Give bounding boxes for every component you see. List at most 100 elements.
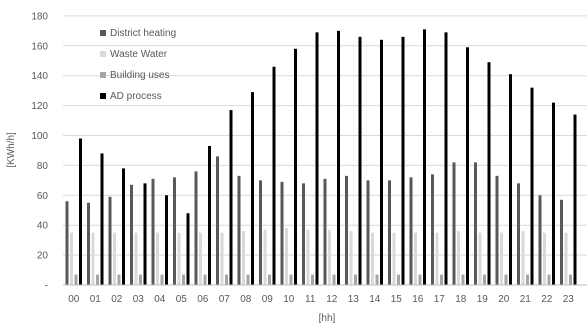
bar-ad-process-03 <box>143 183 147 285</box>
bar-district-heating-04 <box>151 178 155 285</box>
gridlines <box>63 15 587 256</box>
bar-building-uses-23 <box>569 274 572 285</box>
x-tick-label: 09 <box>262 294 274 305</box>
y-tick-label: 60 <box>37 191 49 202</box>
x-tick-label: 08 <box>240 294 252 305</box>
bar-building-uses-10 <box>289 274 293 285</box>
bar-waste-water-19 <box>478 232 482 285</box>
x-tick-label: 16 <box>412 294 424 305</box>
bar-district-heating-12 <box>323 178 327 285</box>
bar-district-heating-13 <box>345 175 348 285</box>
x-tick-label: 00 <box>68 294 80 305</box>
x-tick-label: 19 <box>477 294 489 305</box>
bar-ad-process-05 <box>186 213 190 285</box>
bar-waste-water-22 <box>543 232 546 285</box>
bar-waste-water-01 <box>91 232 95 285</box>
bar-district-heating-14 <box>366 180 370 285</box>
bar-ad-process-17 <box>444 32 448 286</box>
bar-waste-water-16 <box>414 232 417 285</box>
bar-district-heating-00 <box>65 201 69 285</box>
bar-ad-process-19 <box>487 62 491 285</box>
bar-ad-process-14 <box>380 39 383 285</box>
bar-district-heating-16 <box>409 177 413 285</box>
bar-waste-water-06 <box>199 232 202 285</box>
bar-ad-process-01 <box>100 153 104 285</box>
x-tick-label: 14 <box>369 294 381 305</box>
bar-ad-process-04 <box>165 195 168 285</box>
bar-building-uses-00 <box>74 274 78 285</box>
bar-district-heating-01 <box>87 202 90 285</box>
bar-building-uses-22 <box>547 274 551 285</box>
bar-district-heating-11 <box>302 183 305 285</box>
bar-waste-water-21 <box>521 231 525 285</box>
bar-ad-process-00 <box>79 138 82 285</box>
y-tick-label: 80 <box>37 161 49 172</box>
bar-building-uses-11 <box>311 274 314 285</box>
bar-district-heating-09 <box>259 180 262 285</box>
bar-building-uses-09 <box>268 274 271 285</box>
legend-label: Waste Water <box>110 49 168 60</box>
bar-ad-process-13 <box>358 36 362 285</box>
bar-building-uses-03 <box>139 274 142 285</box>
x-tick-label: 11 <box>305 294 316 305</box>
bar-building-uses-21 <box>526 274 529 285</box>
bar-building-uses-08 <box>246 274 250 285</box>
x-tick-label: 05 <box>176 294 188 305</box>
x-tick-label: 15 <box>391 294 403 305</box>
bar-waste-water-20 <box>500 232 503 285</box>
bar-building-uses-07 <box>225 274 228 285</box>
bar-ad-process-06 <box>208 145 211 285</box>
x-axis-title: [hh] <box>319 313 336 324</box>
bar-district-heating-15 <box>388 180 391 285</box>
y-tick-label: - <box>45 281 48 292</box>
bar-district-heating-21 <box>517 183 520 285</box>
bar-building-uses-20 <box>504 274 508 285</box>
bar-district-heating-02 <box>108 196 112 285</box>
bar-ad-process-11 <box>315 32 319 286</box>
bar-waste-water-14 <box>371 232 374 285</box>
x-tick-label: 18 <box>455 294 467 305</box>
bar-district-heating-08 <box>237 175 241 285</box>
y-axis-tick-labels: - 20 40 60 80 100 120 140 160 180 <box>31 11 48 291</box>
bar-waste-water-13 <box>349 231 353 285</box>
bar-ad-process-12 <box>337 30 340 285</box>
bar-building-uses-16 <box>418 274 422 285</box>
bar-waste-water-02 <box>113 232 116 285</box>
bar-district-heating-06 <box>194 171 198 285</box>
bar-waste-water-04 <box>156 232 159 285</box>
y-axis-title: [KWh/h] <box>6 132 17 168</box>
bar-building-uses-05 <box>182 274 185 285</box>
x-tick-label: 02 <box>111 294 123 305</box>
bar-district-heating-17 <box>431 174 434 285</box>
bar-waste-water-03 <box>134 232 138 285</box>
bar-district-heating-07 <box>216 156 219 285</box>
legend-swatch <box>100 93 106 99</box>
legend-label: District heating <box>110 28 176 39</box>
legend-swatch <box>100 30 106 36</box>
bar-ad-process-15 <box>401 36 405 285</box>
bar-district-heating-03 <box>130 184 133 285</box>
x-tick-label: 04 <box>154 294 166 305</box>
bar-building-uses-18 <box>461 274 465 285</box>
bar-building-uses-01 <box>96 274 99 285</box>
bar-waste-water-12 <box>328 229 331 285</box>
bar-ad-process-20 <box>509 74 512 285</box>
bar-waste-water-18 <box>457 231 460 285</box>
y-tick-label: 180 <box>31 11 48 22</box>
bar-district-heating-19 <box>474 162 477 285</box>
bar-waste-water-07 <box>220 232 224 285</box>
bar-waste-water-08 <box>242 231 245 285</box>
x-tick-label: 23 <box>563 294 575 305</box>
legend-swatch <box>100 51 106 57</box>
bar-ad-process-18 <box>466 47 469 285</box>
bar-building-uses-12 <box>332 274 336 285</box>
bar-building-uses-04 <box>160 274 164 285</box>
bar-district-heating-10 <box>280 181 284 285</box>
x-tick-label: 03 <box>133 294 145 305</box>
bar-waste-water-11 <box>306 229 310 285</box>
x-axis-tick-labels: 00 01 02 03 04 05 06 07 08 09 10 11 12 13 14 15 16 17 18 19… <box>68 294 574 305</box>
bar-ad-process-10 <box>294 48 297 285</box>
bar-building-uses-17 <box>440 274 443 285</box>
bar-waste-water-00 <box>70 232 73 285</box>
